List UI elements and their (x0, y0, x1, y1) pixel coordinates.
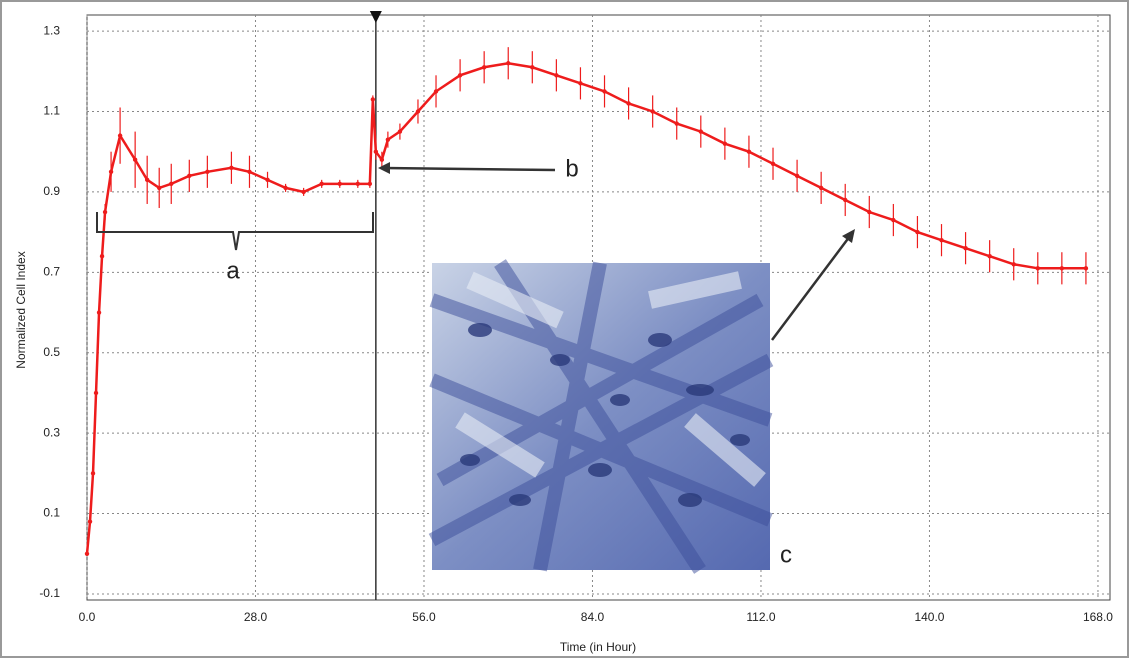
event-marker (369, 11, 382, 23)
point (650, 109, 655, 114)
y-tick-label: 1.1 (43, 104, 60, 118)
y-tick-label: 0.3 (43, 425, 60, 439)
point (602, 89, 607, 94)
y-axis-title: Normalized Cell Index (14, 251, 28, 368)
y-tick-label: -0.1 (39, 586, 60, 600)
y-tick-label: 0.1 (43, 506, 60, 520)
point (698, 129, 703, 134)
point (337, 181, 342, 187)
point (379, 157, 385, 162)
x-tick-label: 56.0 (412, 610, 436, 624)
point (843, 197, 848, 203)
point (229, 165, 234, 170)
point (102, 209, 108, 215)
point (674, 121, 679, 126)
point (433, 89, 439, 94)
point (397, 129, 403, 134)
annotations: a b c (96, 155, 855, 568)
x-tick-label: 28.0 (244, 610, 268, 624)
point (319, 181, 324, 187)
x-tick-label: 140.0 (914, 610, 944, 624)
point (415, 109, 421, 114)
point (117, 133, 123, 138)
point (818, 185, 824, 191)
point (247, 169, 252, 175)
point (939, 237, 944, 243)
y-tick-label: 1.3 (43, 23, 60, 37)
point (301, 189, 306, 195)
point (554, 73, 559, 78)
point (915, 229, 920, 235)
point (385, 137, 391, 142)
point (891, 217, 896, 223)
line (85, 61, 1086, 554)
point (367, 181, 373, 187)
point (187, 173, 192, 179)
x-tick-label: 112.0 (746, 610, 775, 624)
series (84, 11, 1089, 600)
point (373, 149, 379, 154)
point (722, 141, 728, 146)
point (132, 157, 138, 162)
point (578, 81, 583, 86)
point (794, 173, 800, 179)
point (457, 73, 463, 78)
point (265, 177, 270, 183)
point (96, 310, 102, 315)
point (205, 169, 210, 175)
y-tick-label: 0.5 (43, 345, 60, 359)
point (144, 177, 150, 183)
point (530, 65, 535, 70)
point (770, 161, 776, 166)
point (90, 471, 96, 476)
point (963, 245, 968, 251)
point (169, 181, 174, 187)
x-tick-label: 84.0 (581, 610, 605, 624)
point (84, 551, 90, 556)
x-axis-title: Time (in Hour) (560, 640, 636, 654)
cell-image (428, 259, 774, 574)
point (626, 101, 631, 106)
point (355, 181, 360, 187)
y-tick-label: 0.7 (43, 264, 60, 278)
point (1083, 266, 1089, 271)
point (506, 61, 511, 66)
point (481, 65, 487, 70)
point (87, 519, 93, 524)
point (987, 254, 992, 259)
point (1011, 262, 1016, 267)
point (1035, 266, 1040, 271)
point (370, 97, 376, 102)
x-tick-label: 168.0 (1083, 610, 1113, 624)
point (867, 209, 872, 215)
point (157, 185, 162, 191)
y-tick-label: 0.9 (43, 184, 60, 198)
point (93, 390, 99, 396)
point (746, 149, 752, 154)
point (1059, 266, 1065, 271)
x-tick-label: 0.0 (79, 610, 96, 624)
annotation-b: b (565, 155, 578, 182)
point (108, 169, 114, 175)
point (99, 254, 105, 259)
annotation-c: c (780, 541, 792, 568)
point (283, 185, 288, 191)
annotation-a: a (226, 257, 240, 284)
